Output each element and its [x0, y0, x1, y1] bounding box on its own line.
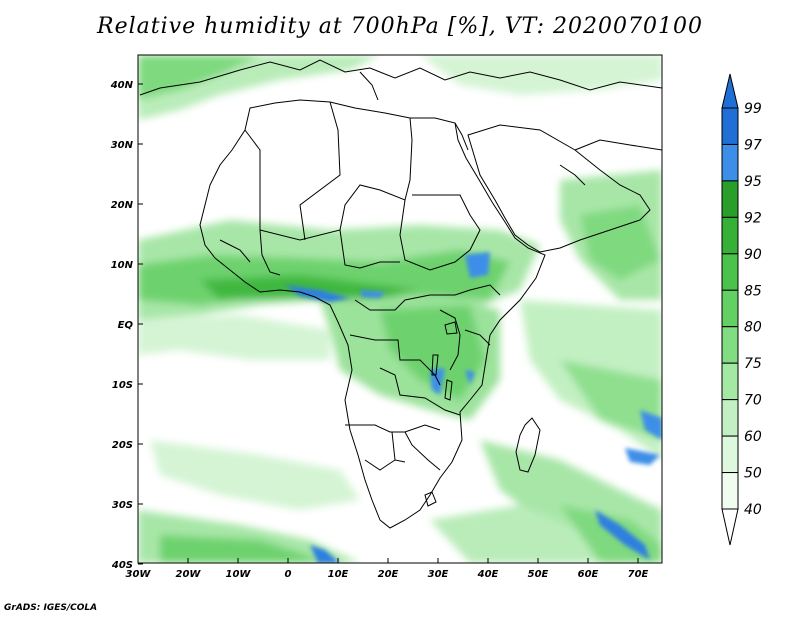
plot-frame — [137, 54, 663, 564]
colorbar-swatch — [721, 216, 739, 255]
lon-label: 10W — [226, 569, 252, 580]
colorbar-swatch — [721, 326, 739, 364]
lat-label: 30N — [111, 140, 134, 151]
colorbar-swatch — [721, 143, 739, 182]
colorbar-bottom-arrow — [721, 508, 739, 546]
lon-label: 70E — [628, 569, 649, 580]
lon-label: 0 — [285, 569, 292, 580]
colorbar-swatch — [721, 253, 739, 291]
lon-label: 30E — [428, 569, 449, 580]
colorbar: 99 97 95 92 90 85 80 75 70 60 50 40 — [721, 73, 762, 546]
colorbar-label: 50 — [744, 466, 762, 482]
lon-label: 20W — [176, 569, 202, 580]
lon-label: 40E — [477, 569, 499, 580]
colorbar-label: 90 — [744, 247, 762, 263]
colorbar-swatch — [721, 362, 739, 401]
colorbar-swatch — [721, 289, 739, 328]
colorbar-label: 85 — [744, 283, 762, 299]
lat-label: 10S — [112, 380, 133, 391]
colorbar-label: 97 — [744, 137, 762, 153]
credit-text: GrADS: IGES/COLA — [4, 603, 98, 613]
colorbar-label: 75 — [744, 356, 762, 372]
colorbar-label: 99 — [744, 101, 762, 117]
colorbar-top-arrow — [721, 73, 739, 109]
lat-label: 20N — [111, 200, 134, 211]
map-title: Relative humidity at 700hPa [%], VT: 202… — [97, 14, 703, 39]
lat-label: 30S — [112, 500, 133, 511]
lat-label: 40S — [111, 560, 133, 571]
lon-label: 20E — [378, 569, 399, 580]
x-axis: 30W 20W 10W 0 10E 20E 30E 40E 50E 60E 70E — [126, 558, 649, 580]
lon-label: 30W — [126, 569, 152, 580]
colorbar-swatch — [721, 107, 739, 145]
lon-label: 60E — [578, 569, 599, 580]
colorbar-label: 92 — [744, 210, 762, 226]
colorbar-swatch — [721, 399, 739, 437]
lat-label: 20S — [112, 440, 133, 451]
y-axis: 40N 30N 20N 10N EQ 10S 20S 30S 40S — [110, 80, 143, 571]
lat-label: EQ — [118, 320, 134, 331]
lon-label: 10E — [328, 569, 349, 580]
colorbar-label: 95 — [744, 174, 762, 190]
colorbar-swatch — [721, 435, 739, 474]
colorbar-label: 70 — [744, 393, 762, 409]
coastlines — [139, 59, 662, 529]
colorbar-swatch — [721, 472, 739, 510]
colorbar-label: 80 — [744, 320, 762, 336]
colorbar-label: 60 — [744, 429, 762, 445]
lon-label: 50E — [528, 569, 549, 580]
lat-label: 40N — [110, 80, 134, 91]
colorbar-label: 40 — [744, 502, 762, 518]
lat-label: 10N — [111, 260, 134, 271]
colorbar-swatch — [721, 180, 739, 218]
